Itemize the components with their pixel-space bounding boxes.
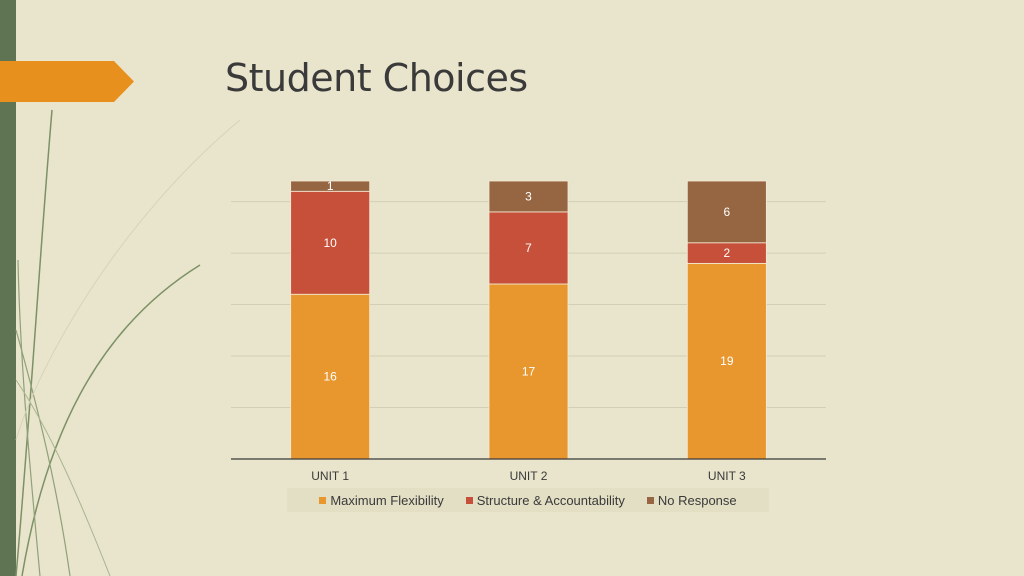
data-label: 6 xyxy=(723,205,730,219)
legend-swatch xyxy=(319,496,327,504)
x-tick-label: UNIT 3 xyxy=(708,469,746,483)
bar-segment xyxy=(686,180,767,244)
title-accent-tab xyxy=(0,61,134,102)
bar-segment xyxy=(488,283,569,460)
legend-item: Structure & Accountability xyxy=(465,492,625,508)
legend-swatch xyxy=(646,496,654,504)
left-accent-bar xyxy=(0,0,16,576)
x-tick-label: UNIT 1 xyxy=(311,469,349,483)
data-label: 17 xyxy=(522,364,536,378)
bar-segment xyxy=(488,211,569,285)
data-label: 1 xyxy=(327,179,334,193)
data-label: 10 xyxy=(323,236,337,250)
data-label: 16 xyxy=(323,370,337,384)
bar-segment xyxy=(290,190,371,295)
bar-segment xyxy=(290,293,371,460)
bar-segment xyxy=(488,180,569,213)
chart-legend: Maximum Flexibility Structure & Accountab… xyxy=(287,488,769,512)
data-label: 2 xyxy=(723,246,730,260)
legend-item: No Response xyxy=(646,492,737,508)
legend-label: Maximum Flexibility xyxy=(330,492,444,508)
legend-swatch xyxy=(465,496,473,504)
data-label: 7 xyxy=(525,241,532,255)
legend-label: Structure & Accountability xyxy=(476,492,625,508)
legend-label: No Response xyxy=(657,492,737,508)
data-label: 19 xyxy=(720,354,734,368)
x-tick-label: UNIT 2 xyxy=(510,469,548,483)
legend-item: Maximum Flexibility xyxy=(319,492,444,508)
slide-title: Student Choices xyxy=(225,56,528,100)
data-label: 3 xyxy=(525,189,532,203)
bar-segment xyxy=(290,180,371,192)
bar-segment xyxy=(686,262,767,460)
